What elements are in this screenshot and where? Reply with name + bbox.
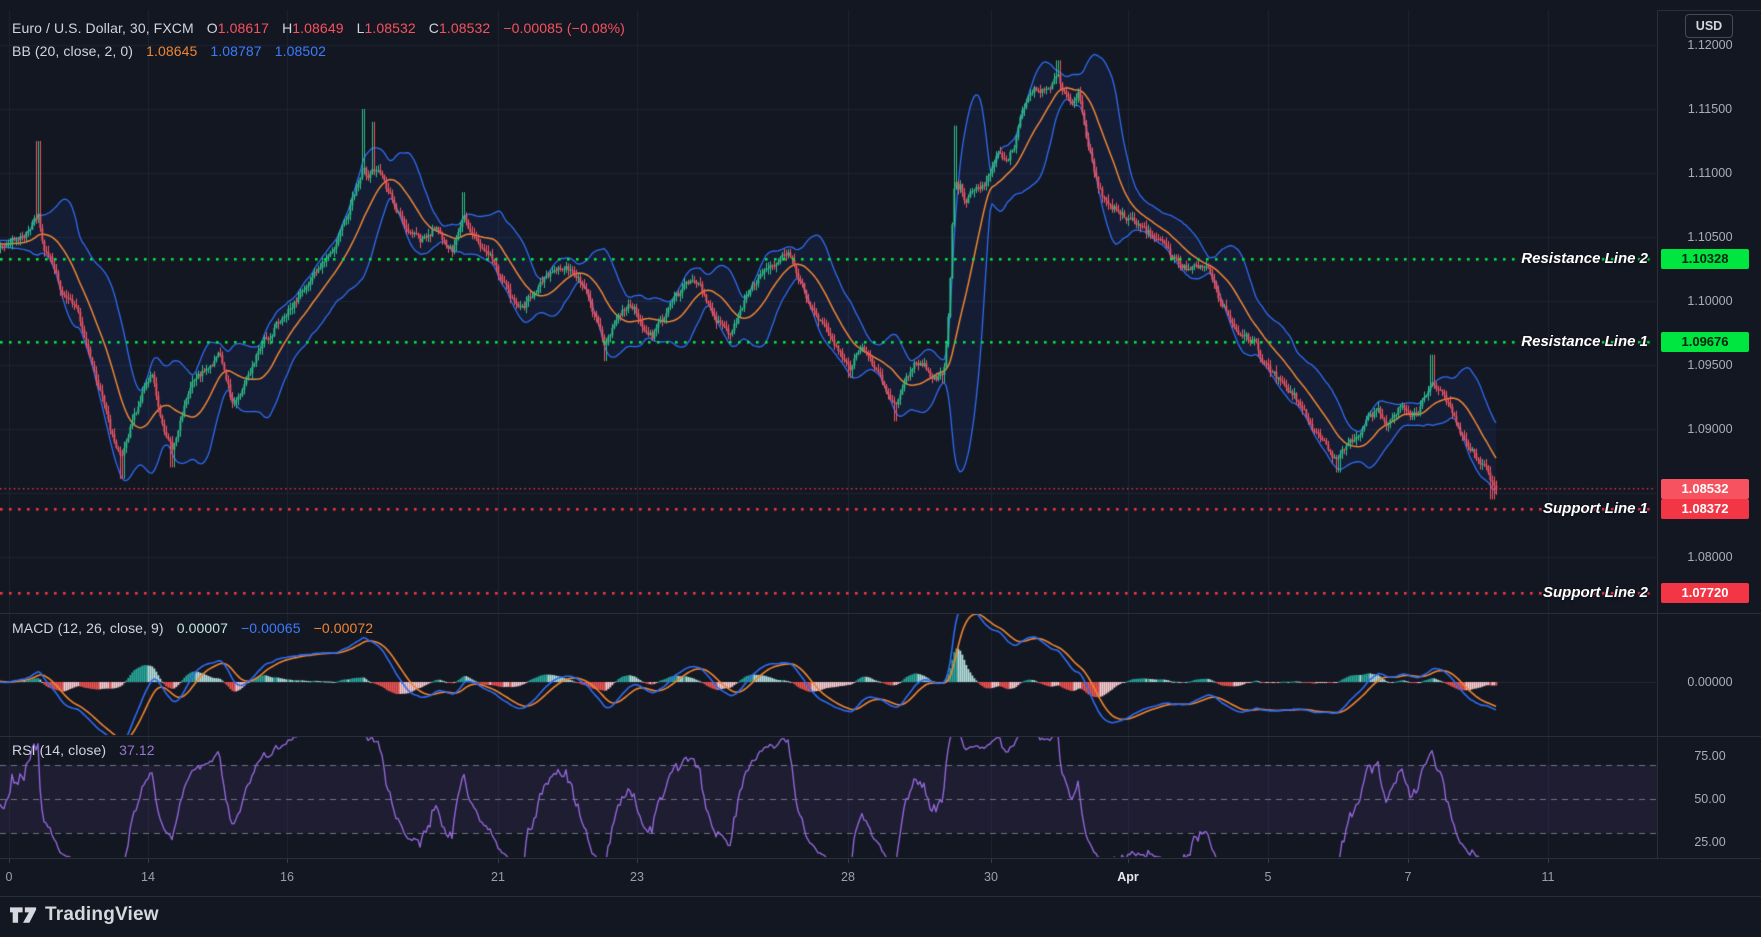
time-axis-tick [637,859,638,863]
level-label-resistance-line-1[interactable]: Resistance Line 1 [1521,333,1648,351]
time-label-Apr: Apr [1117,870,1139,884]
level-label-support-line-1[interactable]: Support Line 1 [1543,500,1648,518]
macd-line-value: −0.00065 [241,620,301,636]
price-tick-1.09500: 1.09500 [1658,358,1761,372]
rsi-tick-75.00: 75.00 [1658,749,1761,763]
ohlc-change: −0.00085 (−0.08%) [503,20,625,36]
time-axis-tick [1268,859,1269,863]
price-axis[interactable]: USD 1.12000 1.11500 1.11000 1.10500 1.10000 1… [1657,10,1761,896]
time-label-23: 23 [630,870,644,884]
bb-lower-value: 1.08502 [275,43,326,59]
time-axis-tick [1128,859,1129,863]
last-price-badge: 1.08532 [1661,479,1749,499]
rsi-tick-25.00: 25.00 [1658,835,1761,849]
time-label-14: 14 [141,870,155,884]
time-axis-tick [287,859,288,863]
tradingview-chart-window: Euro / U.S. Dollar, 30, FXCM O1.08617 H1… [0,0,1761,937]
level-label-support-line-2[interactable]: Support Line 2 [1543,584,1648,602]
time-label-11: 11 [1542,870,1555,884]
macd-signal-value: −0.00072 [314,620,374,636]
price-tick-1.12000: 1.12000 [1658,38,1761,52]
bb-label[interactable]: BB (20, close, 2, 0) [12,43,133,59]
macd-zero-tick: 0.00000 [1658,675,1761,689]
time-label-0: 0 [6,870,13,884]
level-label-resistance-line-2[interactable]: Resistance Line 2 [1521,250,1648,268]
time-axis-tick [1408,859,1409,863]
bottom-bar: TradingView [0,897,1761,937]
currency-toggle[interactable]: USD [1685,14,1733,38]
tradingview-logo[interactable]: TradingView [10,904,159,926]
price-tick-1.08000: 1.08000 [1658,550,1761,564]
ohlc-open-value: 1.08617 [218,20,269,36]
ohlc-low-value: 1.08532 [364,20,415,36]
tradingview-wordmark: TradingView [45,904,159,926]
rsi-legend: RSI (14, close) 37.12 [12,742,155,758]
time-axis[interactable]: 0 14 16 21 23 28 30 Apr 5 7 11 [0,858,1761,897]
time-axis-tick [498,859,499,863]
time-label-5: 5 [1265,870,1272,884]
symbol-title[interactable]: Euro / U.S. Dollar, 30, FXCM [12,20,194,36]
ohlc-high-value: 1.08649 [292,20,343,36]
time-axis-tick [1548,859,1549,863]
macd-legend: MACD (12, 26, close, 9) 0.00007 −0.00065… [12,620,373,636]
level-badge-3: 1.08372 [1661,499,1749,519]
pane-divider-rsi[interactable] [0,736,1761,737]
price-tick-1.11500: 1.11500 [1658,102,1761,116]
time-label-16: 16 [280,870,294,884]
time-label-28: 28 [841,870,855,884]
price-tick-1.10500: 1.10500 [1658,230,1761,244]
cropped-toolbar-strip [0,0,1761,10]
chart-canvas[interactable] [0,10,1657,858]
rsi-tick-50.00: 50.00 [1658,792,1761,806]
rsi-value: 37.12 [119,742,155,758]
time-axis-tick [991,859,992,863]
level-badge-4: 1.07720 [1661,583,1749,603]
macd-label[interactable]: MACD (12, 26, close, 9) [12,620,164,636]
bb-upper-value: 1.08787 [210,43,261,59]
level-badge-2: 1.09676 [1661,332,1749,352]
ohlc-close-value: 1.08532 [439,20,490,36]
tradingview-mark-icon [10,907,37,924]
time-label-21: 21 [491,870,505,884]
symbol-legend: Euro / U.S. Dollar, 30, FXCM O1.08617 H1… [12,20,625,36]
bb-legend: BB (20, close, 2, 0) 1.08645 1.08787 1.0… [12,43,326,59]
price-tick-1.10000: 1.10000 [1658,294,1761,308]
ohlc-open-label: O [207,20,218,36]
bb-basis-value: 1.08645 [146,43,197,59]
macd-hist-value: 0.00007 [177,620,228,636]
time-axis-tick [9,859,10,863]
ohlc-high-label: H [282,20,292,36]
time-axis-tick [148,859,149,863]
price-tick-1.11000: 1.11000 [1658,166,1761,180]
price-tick-1.09000: 1.09000 [1658,422,1761,436]
pane-divider-macd[interactable] [0,613,1761,614]
time-label-30: 30 [984,870,998,884]
ohlc-close-label: C [429,20,439,36]
time-label-7: 7 [1405,870,1412,884]
rsi-label[interactable]: RSI (14, close) [12,742,106,758]
level-badge-1: 1.10328 [1661,249,1749,269]
time-axis-tick [848,859,849,863]
